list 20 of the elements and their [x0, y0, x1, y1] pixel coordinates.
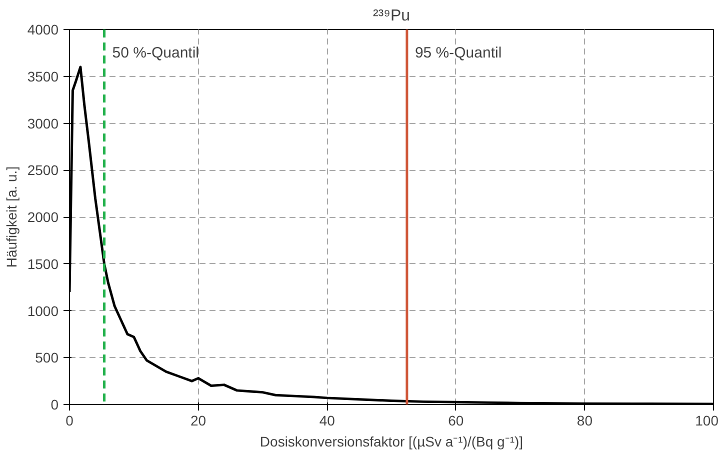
- x-tick-label: 0: [66, 412, 74, 428]
- y-tick-label: 3000: [27, 115, 59, 132]
- ref-line-label: 50 %-Quantil: [112, 44, 199, 62]
- x-axis-title: Dosiskonversionsfaktor [(µSv a⁻¹)/(Bq g⁻¹)]: [260, 434, 524, 450]
- y-tick-label: 1000: [27, 302, 59, 319]
- y-tick-label: 500: [35, 350, 59, 366]
- y-tick-label: 3500: [27, 68, 59, 84]
- x-tick-label: 60: [448, 412, 464, 428]
- y-tick-label: 4000: [27, 22, 59, 38]
- y-tick-label: 2000: [27, 209, 59, 225]
- y-tick-label: 2500: [27, 162, 59, 178]
- y-tick-label: 0: [50, 396, 59, 412]
- ref-line-label: 95 %-Quantil: [414, 44, 502, 62]
- y-axis-title: Häufigkeit [a. u.]: [3, 166, 20, 268]
- y-tick-label: 1500: [27, 256, 59, 272]
- x-tick-label: 20: [190, 412, 206, 428]
- x-tick-label: 40: [319, 412, 336, 428]
- x-tick-label: 100: [695, 412, 718, 428]
- x-tick-label: 80: [576, 412, 593, 428]
- chart-title: ²³⁹Pu: [372, 8, 410, 24]
